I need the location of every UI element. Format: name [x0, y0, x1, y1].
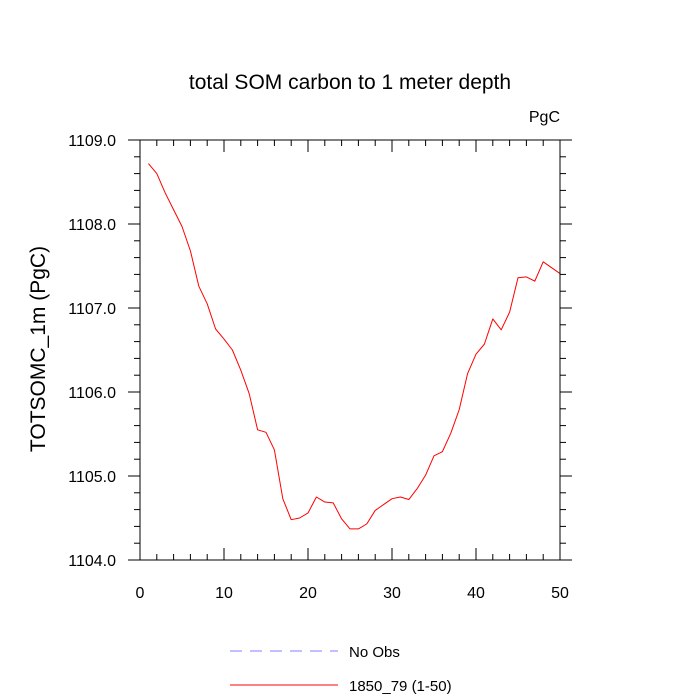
x-tick-label: 40 [467, 585, 485, 602]
x-tick-label: 0 [136, 585, 145, 602]
legend: No Obs 1850_79 (1-50) [230, 644, 452, 695]
chart-title: total SOM carbon to 1 meter depth [189, 71, 511, 94]
x-tick-labels: 0 10 20 30 40 50 [136, 585, 569, 602]
x-tick-label: 30 [383, 585, 401, 602]
legend-label-1850-79: 1850_79 (1-50) [349, 678, 452, 695]
ticks-layer [128, 139, 572, 561]
y-tick-labels: 1104.0 1105.0 1106.0 1107.0 1108.0 1109.0 [68, 133, 116, 570]
series-layer [148, 163, 561, 530]
units-label: PgC [529, 109, 560, 126]
y-tick-label: 1108.0 [68, 217, 116, 234]
x-tick-label: 50 [551, 585, 569, 602]
y-tick-label: 1106.0 [68, 385, 116, 402]
series-line-1 [148, 163, 561, 530]
plot-frame [139, 139, 561, 561]
y-tick-label: 1105.0 [68, 469, 116, 486]
y-tick-label: 1109.0 [68, 133, 116, 150]
x-tick-label: 10 [215, 585, 233, 602]
y-tick-label: 1107.0 [68, 301, 116, 318]
y-tick-label: 1104.0 [68, 553, 116, 570]
x-tick-label: 20 [299, 585, 317, 602]
legend-label-no-obs: No Obs [349, 644, 400, 661]
y-axis-label: TOTSOMC_1m (PgC) [27, 246, 50, 452]
